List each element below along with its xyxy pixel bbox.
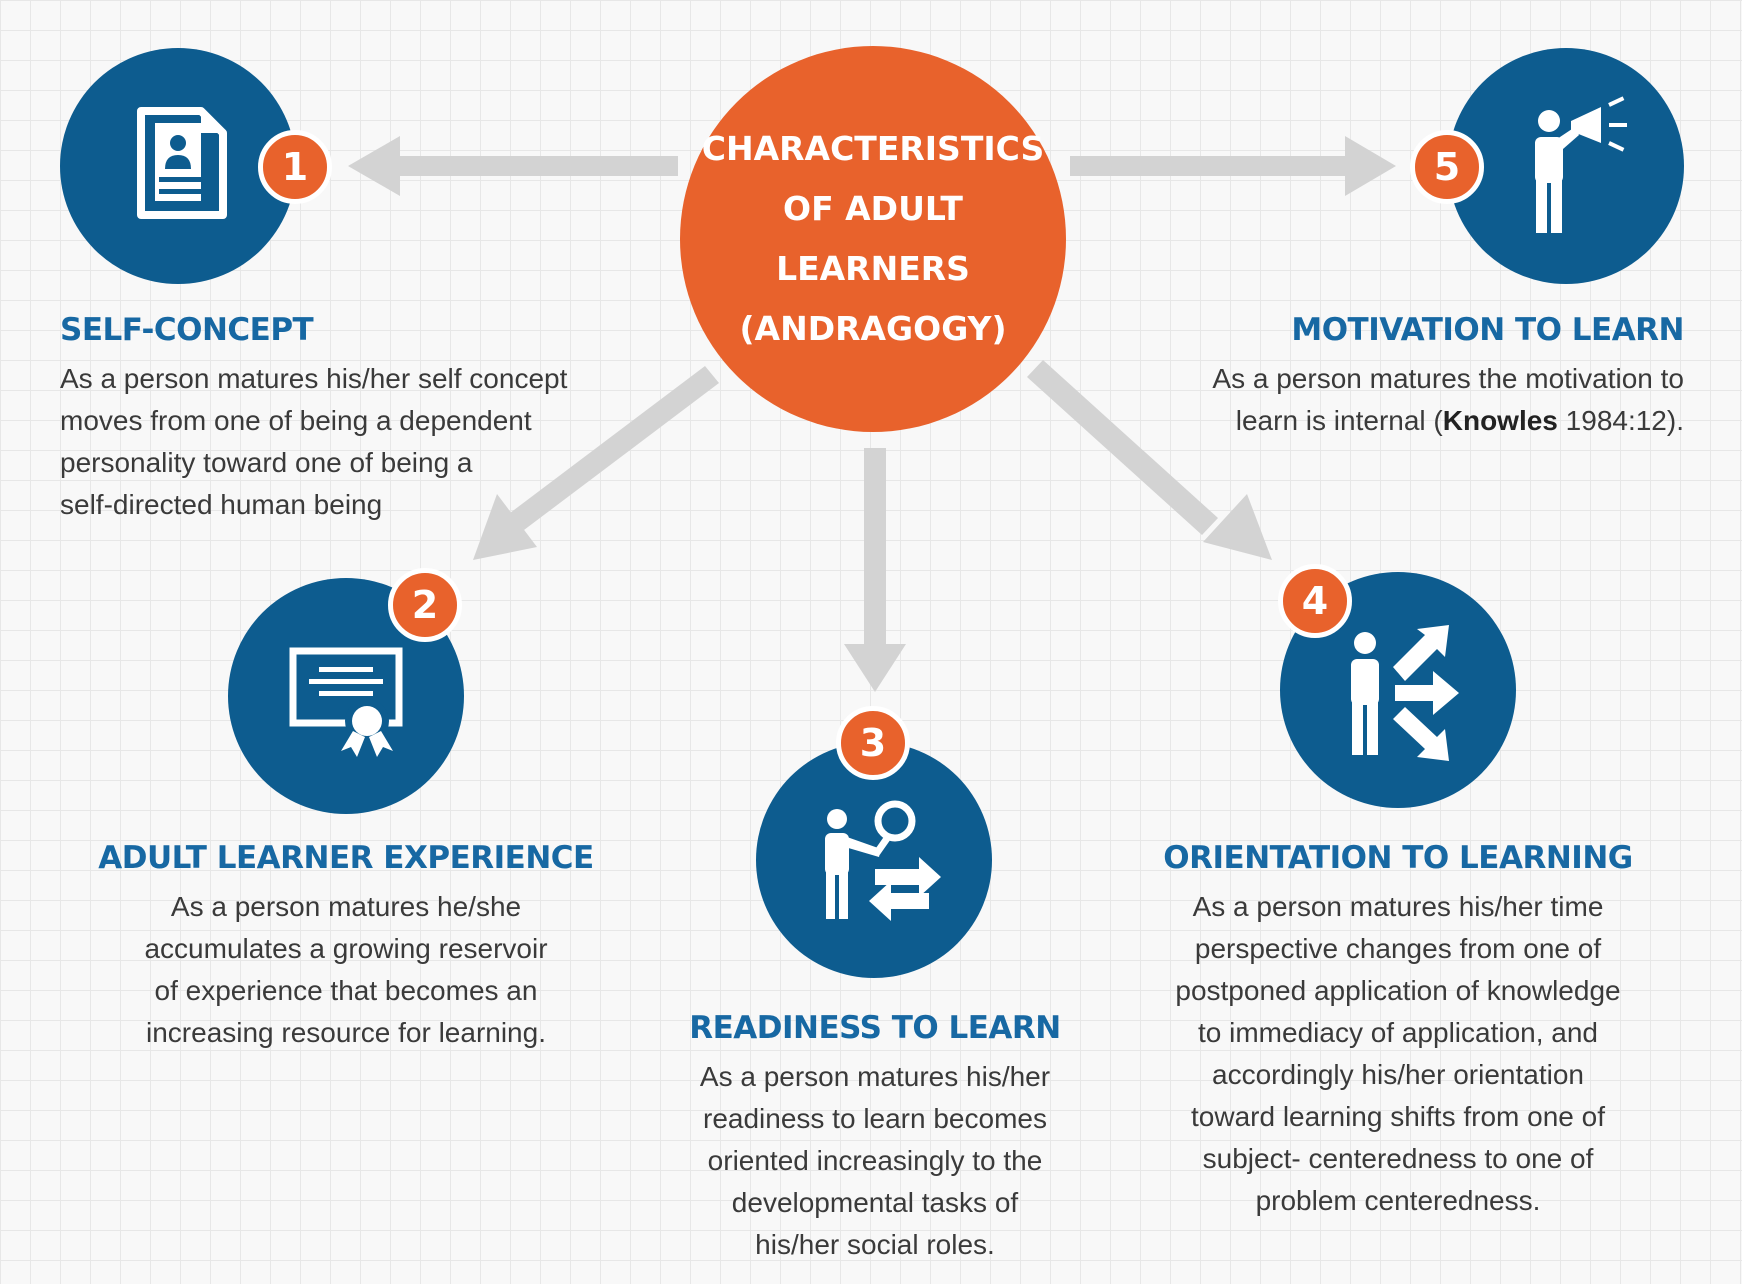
orientation-to-learning-description: As a person matures his/her time perspec… — [1098, 886, 1698, 1222]
readiness-to-learn-heading: READINESS TO LEARN — [689, 1010, 1061, 1046]
description-line: problem centeredness. — [1255, 1185, 1541, 1216]
person-search-exchange-icon — [825, 800, 941, 921]
arrow-to-experience — [473, 366, 719, 560]
central-title-line: CHARACTERISTICS — [701, 129, 1045, 168]
description-line: developmental tasks of — [731, 1187, 1019, 1218]
central-topic-circle: CHARACTERISTICS OF ADULT LEARNERS (ANDRA… — [680, 46, 1066, 432]
description-line: self-directed human being — [60, 489, 383, 520]
motivation-to-learn-description: As a person matures the motivation to le… — [1084, 358, 1684, 442]
adult-learner-experience-heading: ADULT LEARNER EXPERIENCE — [98, 840, 594, 876]
description-line: moves from one of being a dependent — [60, 405, 532, 436]
person-directions-icon — [1351, 625, 1459, 761]
central-title-line: OF ADULT LEARNERS — [776, 189, 970, 288]
arrow-to-self-concept — [348, 136, 678, 196]
step-badge-5: 5 — [1410, 130, 1484, 204]
description-line: As a person matures his/her time — [1192, 891, 1604, 922]
step-badge-2: 2 — [388, 568, 462, 642]
description-line: As a person matures his/her self concept — [60, 363, 568, 394]
self-concept-circle — [60, 48, 296, 284]
certificate-icon — [289, 647, 403, 757]
citation-year: 1984:12). — [1557, 405, 1684, 436]
description-line: As a person matures the motivation to — [1212, 363, 1684, 394]
description-line: to immediacy of application, and — [1198, 1017, 1598, 1048]
description-line: As a person matures his/her — [699, 1061, 1051, 1092]
description-line: his/her social roles. — [755, 1229, 995, 1260]
orientation-to-learning-heading: ORIENTATION TO LEARNING — [1163, 840, 1633, 876]
description-line: As a person matures he/she — [170, 891, 522, 922]
central-title-line: (ANDRAGOGY) — [739, 309, 1007, 348]
step-badge-3: 3 — [836, 706, 910, 780]
readiness-to-learn-description: As a person matures his/her readiness to… — [575, 1056, 1175, 1266]
arrow-to-readiness — [844, 448, 906, 692]
self-concept-description: As a person matures his/her self concept… — [60, 358, 567, 526]
document-profile-icon — [137, 107, 227, 219]
step-badge-4: 4 — [1278, 564, 1352, 638]
arrow-to-motivation — [1070, 136, 1396, 196]
description-line: readiness to learn becomes — [703, 1103, 1047, 1134]
description-line: toward learning shifts from one of — [1191, 1101, 1605, 1132]
motivation-to-learn-circle — [1448, 48, 1684, 284]
readiness-to-learn-circle — [756, 742, 992, 978]
description-line: postponed application of knowledge — [1175, 975, 1621, 1006]
description-line: accumulates a growing reservoir — [144, 933, 548, 964]
central-topic-title: CHARACTERISTICS OF ADULT LEARNERS (ANDRA… — [698, 119, 1048, 359]
self-concept-heading: SELF-CONCEPT — [60, 312, 314, 348]
description-line-text: learn is internal ( — [1235, 405, 1443, 436]
arrow-to-orientation — [1027, 360, 1272, 560]
motivation-to-learn-heading: MOTIVATION TO LEARN — [1291, 312, 1684, 348]
description-line: perspective changes from one of — [1194, 933, 1602, 964]
description-line: increasing resource for learning. — [146, 1017, 546, 1048]
description-line: learn is internal (Knowles 1984:12). — [1084, 400, 1684, 442]
citation-author: Knowles — [1442, 405, 1558, 436]
step-badge-1: 1 — [258, 130, 332, 204]
person-megaphone-icon — [1535, 96, 1627, 233]
description-line: personality toward one of being a — [60, 447, 473, 478]
description-line: of experience that becomes an — [154, 975, 538, 1006]
description-line: subject- centeredness to one of — [1202, 1143, 1594, 1174]
description-line: accordingly his/her orientation — [1212, 1059, 1584, 1090]
adult-learner-experience-description: As a person matures he/she accumulates a… — [0, 886, 692, 1054]
description-line: oriented increasingly to the — [707, 1145, 1043, 1176]
